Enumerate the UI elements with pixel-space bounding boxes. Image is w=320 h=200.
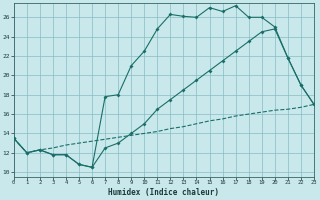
X-axis label: Humidex (Indice chaleur): Humidex (Indice chaleur): [108, 188, 220, 197]
